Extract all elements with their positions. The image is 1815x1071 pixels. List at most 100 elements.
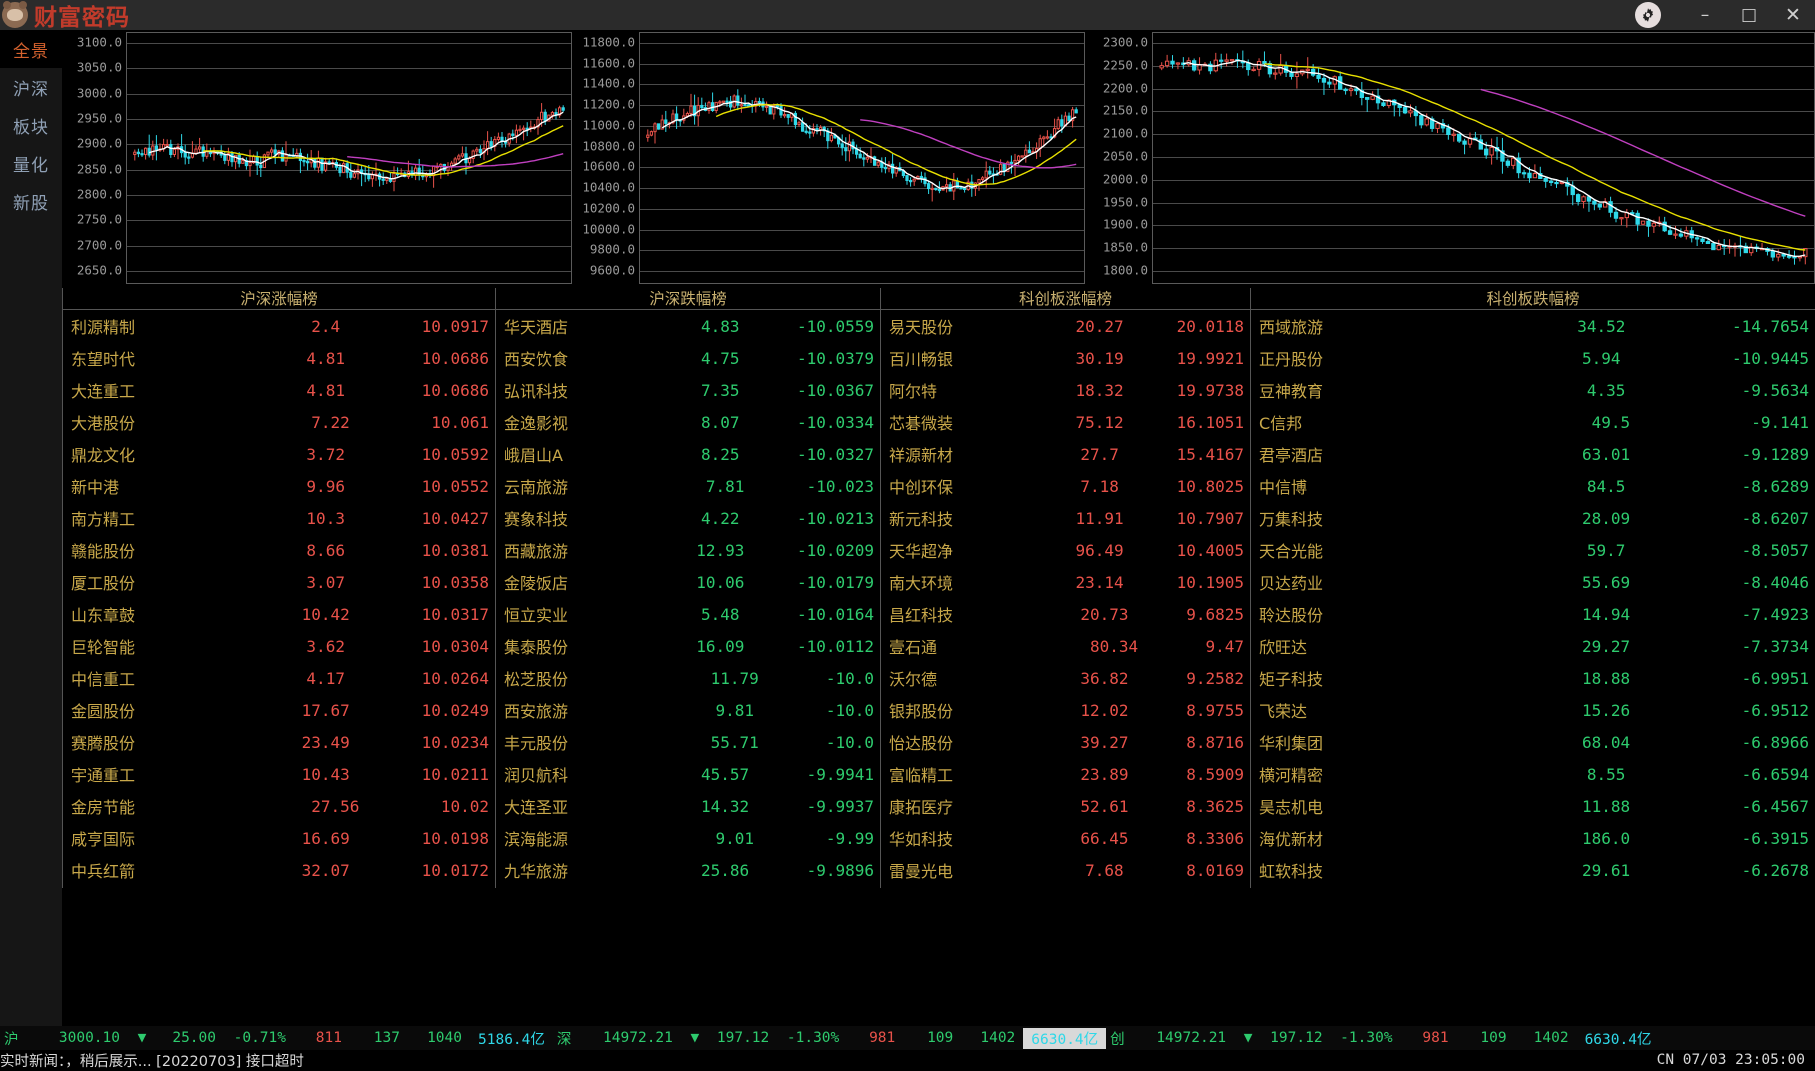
market-amount-1[interactable]: 6630.4亿 (1023, 1027, 1107, 1049)
table-header: 沪深涨幅榜 (63, 288, 495, 310)
minimize-button[interactable]: – (1700, 5, 1710, 25)
grid-line (640, 271, 1084, 272)
table-row[interactable]: 贝达药业 55.69 -8.4046 (1251, 566, 1815, 598)
table-row[interactable]: 横河精密 8.55 -6.6594 (1251, 758, 1815, 790)
table-row[interactable]: 南大环境 23.14 10.1905 (881, 566, 1250, 598)
table-row[interactable]: 南方精工 10.3 10.0427 (63, 502, 495, 534)
table-row[interactable]: 山东章鼓 10.42 10.0317 (63, 598, 495, 630)
table-row[interactable]: 天华超净 96.49 10.4005 (881, 534, 1250, 566)
market-amount-0[interactable]: 5186.4亿 (478, 1031, 545, 1048)
chart-shenzhen-component[interactable]: 11800.0 11600.0 11400.0 11200.0 11000.0 10800… (575, 30, 1085, 288)
table-row[interactable]: 豆神教育 4.35 -9.5634 (1251, 374, 1815, 406)
table-row[interactable]: 润贝航科 45.57 -9.9941 (496, 758, 880, 790)
chart-shanghai-composite[interactable]: 3100.0 3050.0 3000.0 2950.0 2900.0 2850.0 2800… (62, 30, 572, 288)
table-row[interactable]: 康拓医疗 52.61 8.3625 (881, 790, 1250, 822)
table-row[interactable]: 大连重工 4.81 10.0686 (63, 374, 495, 406)
table-row[interactable]: 丰元股份 55.71 -10.0 (496, 726, 880, 758)
chart-1-plot[interactable] (126, 32, 572, 284)
table-row[interactable]: 海优新材 186.0 -6.3915 (1251, 822, 1815, 854)
table-row[interactable]: 君亭酒店 63.01 -9.1289 (1251, 438, 1815, 470)
table-row[interactable]: 赛象科技 4.22 -10.0213 (496, 502, 880, 534)
table-row[interactable]: 集泰股份 16.09 -10.0112 (496, 630, 880, 662)
table-row[interactable]: 新中港 9.96 10.0552 (63, 470, 495, 502)
table-row[interactable]: 正丹股份 5.94 -10.9445 (1251, 342, 1815, 374)
table-row[interactable]: 新元科技 11.91 10.7907 (881, 502, 1250, 534)
table-row[interactable]: 鼎龙文化 3.72 10.0592 (63, 438, 495, 470)
table-row[interactable]: 阿尔特 18.32 19.9738 (881, 374, 1250, 406)
table-body: 易天股份 20.27 20.0118 百川畅银 30.19 19.9921 阿尔特 18.32… (881, 310, 1250, 886)
table-row[interactable]: 祥源新材 27.7 15.4167 (881, 438, 1250, 470)
stock-price: 8.07 (701, 412, 740, 432)
stock-price: 8.25 (701, 444, 740, 464)
sidebar-item-quant[interactable]: 量化 (13, 155, 49, 176)
table-row[interactable]: 中信重工 4.17 10.0264 (63, 662, 495, 694)
stock-price: 27.7 (1080, 444, 1119, 464)
table-row[interactable]: 欣旺达 29.27 -7.3734 (1251, 630, 1815, 662)
table-row[interactable]: 华利集团 68.04 -6.8966 (1251, 726, 1815, 758)
table-row[interactable]: 昌红科技 20.73 9.6825 (881, 598, 1250, 630)
table-row[interactable]: 雷曼光电 7.68 8.0169 (881, 854, 1250, 886)
table-row[interactable]: 松芝股份 11.79 -10.0 (496, 662, 880, 694)
table-row[interactable]: 滨海能源 9.01 -9.99 (496, 822, 880, 854)
table-row[interactable]: 宇通重工 10.43 10.0211 (63, 758, 495, 790)
table-row[interactable]: 怡达股份 39.27 8.8716 (881, 726, 1250, 758)
table-row[interactable]: 银邦股份 12.02 8.9755 (881, 694, 1250, 726)
table-row[interactable]: 百川畅银 30.19 19.9921 (881, 342, 1250, 374)
table-row[interactable]: 易天股份 20.27 20.0118 (881, 310, 1250, 342)
table-row[interactable]: 富临精工 23.89 8.5909 (881, 758, 1250, 790)
table-row[interactable]: 昊志机电 11.88 -6.4567 (1251, 790, 1815, 822)
table-row[interactable]: 金圆股份 17.67 10.0249 (63, 694, 495, 726)
table-row[interactable]: C信邦 49.5 -9.141 (1251, 406, 1815, 438)
table-row[interactable]: 中信博 84.5 -8.6289 (1251, 470, 1815, 502)
sidebar-item-panorama[interactable]: 全景 (0, 30, 62, 68)
table-row[interactable]: 中兵红箭 32.07 10.0172 (63, 854, 495, 886)
stock-change-pct: -10.0327 (796, 444, 874, 464)
table-row[interactable]: 天合光能 59.7 -8.5057 (1251, 534, 1815, 566)
table-row[interactable]: 九华旅游 25.86 -9.9896 (496, 854, 880, 886)
maximize-button[interactable]: □ (1740, 5, 1758, 25)
table-row[interactable]: 华如科技 66.45 8.3306 (881, 822, 1250, 854)
table-row[interactable]: 华天酒店 4.83 -10.0559 (496, 310, 880, 342)
table-row[interactable]: 金逸影视 8.07 -10.0334 (496, 406, 880, 438)
table-row[interactable]: 弘讯科技 7.35 -10.0367 (496, 374, 880, 406)
table-row[interactable]: 矩子科技 18.88 -6.9951 (1251, 662, 1815, 694)
sidebar-item-hushen[interactable]: 沪深 (13, 79, 49, 100)
table-row[interactable]: 万集科技 28.09 -8.6207 (1251, 502, 1815, 534)
stock-price: 23.49 (301, 732, 350, 752)
table-row[interactable]: 西安饮食 4.75 -10.0379 (496, 342, 880, 374)
table-row[interactable]: 西域旅游 34.52 -14.7654 (1251, 310, 1815, 342)
table-row[interactable]: 恒立实业 5.48 -10.0164 (496, 598, 880, 630)
table-row[interactable]: 利源精制 2.4 10.0917 (63, 310, 495, 342)
table-row[interactable]: 芯碁微装 75.12 16.1051 (881, 406, 1250, 438)
table-row[interactable]: 东望时代 4.81 10.0686 (63, 342, 495, 374)
table-row[interactable]: 大港股份 7.22 10.061 (63, 406, 495, 438)
sidebar-item-newstocks[interactable]: 新股 (13, 193, 49, 214)
table-row[interactable]: 中创环保 7.18 10.8025 (881, 470, 1250, 502)
table-row[interactable]: 西安旅游 9.81 -10.0 (496, 694, 880, 726)
table-row[interactable]: 金房节能 27.56 10.02 (63, 790, 495, 822)
table-row[interactable]: 虹软科技 29.61 -6.2678 (1251, 854, 1815, 886)
table-row[interactable]: 峨眉山A 8.25 -10.0327 (496, 438, 880, 470)
table-row[interactable]: 巨轮智能 3.62 10.0304 (63, 630, 495, 662)
table-row[interactable]: 大连圣亚 14.32 -9.9937 (496, 790, 880, 822)
market-amount-2[interactable]: 6630.4亿 (1584, 1031, 1652, 1048)
chart-2-plot[interactable] (639, 32, 1085, 284)
table-row[interactable]: 金陵饭店 10.06 -10.0179 (496, 566, 880, 598)
stock-name: 恒立实业 (504, 606, 569, 625)
table-row[interactable]: 飞荣达 15.26 -6.9512 (1251, 694, 1815, 726)
table-row[interactable]: 壹石通 80.34 9.47 (881, 630, 1250, 662)
chart-star-market[interactable]: 2300.0 2250.0 2200.0 2150.0 2100.0 2050.0 2000… (1088, 30, 1815, 288)
table-row[interactable]: 聆达股份 14.94 -7.4923 (1251, 598, 1815, 630)
chart-3-plot[interactable] (1152, 32, 1815, 284)
stock-price: 9.96 (306, 476, 345, 496)
table-row[interactable]: 咸亨国际 16.69 10.0198 (63, 822, 495, 854)
gear-icon[interactable] (1635, 2, 1661, 28)
table-row[interactable]: 赛腾股份 23.49 10.0234 (63, 726, 495, 758)
table-row[interactable]: 沃尔德 36.82 9.2582 (881, 662, 1250, 694)
table-row[interactable]: 厦工股份 3.07 10.0358 (63, 566, 495, 598)
sidebar-item-sectors[interactable]: 板块 (13, 117, 49, 138)
close-button[interactable]: ✕ (1785, 4, 1801, 26)
table-row[interactable]: 赣能股份 8.66 10.0381 (63, 534, 495, 566)
table-row[interactable]: 云南旅游 7.81 -10.023 (496, 470, 880, 502)
table-row[interactable]: 西藏旅游 12.93 -10.0209 (496, 534, 880, 566)
